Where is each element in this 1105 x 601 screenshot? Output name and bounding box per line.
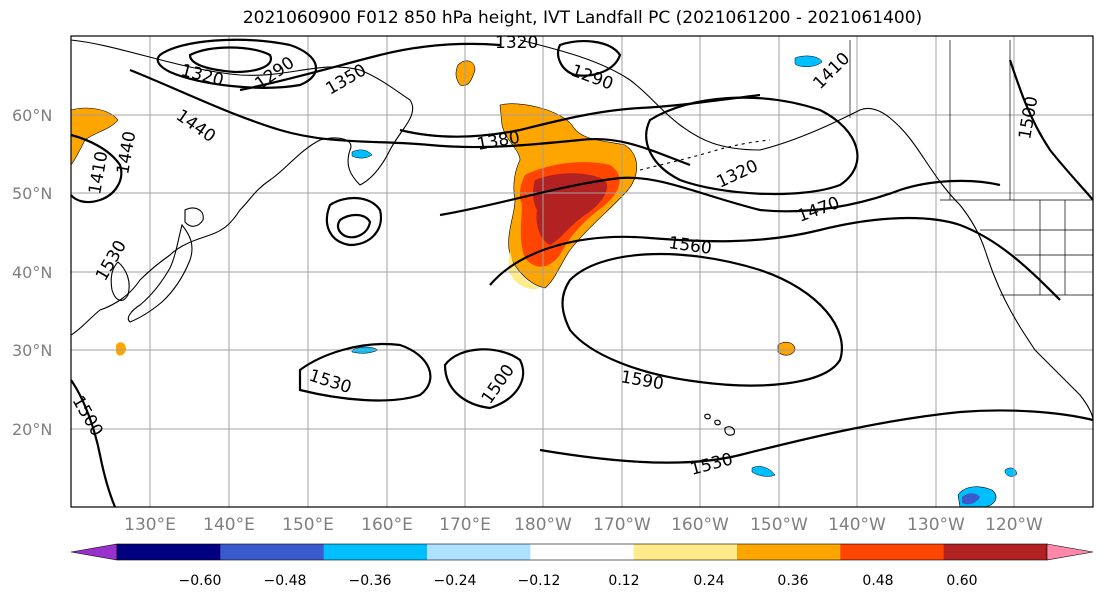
map-frame [70, 35, 1094, 508]
contour-1500-sw [443, 348, 525, 410]
lon-label: 120°W [985, 515, 1043, 535]
coast-siberia [70, 39, 414, 336]
lat-label: 30°N [12, 341, 52, 360]
coast-na-west [889, 117, 1094, 421]
contour-1470 [439, 176, 1001, 217]
ivt-neg-kamchatka [351, 149, 373, 159]
lon-label: 170°E [439, 515, 491, 535]
contour-cutoff-west-inner [336, 213, 372, 239]
colorbar: −0.60 −0.48 −0.36 −0.24 −0.12 0.12 0.24 … [70, 543, 1094, 589]
lon-label: 150°E [282, 515, 334, 535]
ivt-neg-north-east [794, 55, 823, 67]
colorbar-tick-label: −0.24 [434, 573, 477, 589]
ivt-patch-central [777, 341, 796, 356]
lat-label: 60°N [12, 106, 52, 125]
contour-1320-alaska [645, 96, 859, 196]
contour-1530-west [298, 343, 432, 402]
colorbar-segment [840, 544, 945, 560]
contour-1350 [239, 42, 501, 92]
lat-label: 50°N [12, 184, 52, 203]
contour-1410 [70, 133, 123, 204]
ivt-patch-japan [116, 342, 126, 356]
lon-label: 160°E [361, 515, 413, 535]
colorbar-tick-label: −0.48 [264, 573, 307, 589]
ivt-anomaly-yellow-edge [508, 250, 540, 290]
colorbar-ticks: −0.60 −0.48 −0.36 −0.24 −0.12 0.12 0.24 … [179, 573, 978, 589]
colorbar-tick-label: −0.36 [349, 573, 392, 589]
contour-1560 [489, 216, 1061, 301]
lon-label: 140°W [828, 515, 886, 535]
lon-label: 130°E [124, 515, 176, 535]
border-us-states [980, 200, 1093, 295]
colorbar-segment [323, 544, 428, 560]
coastlines [70, 39, 1094, 436]
coast-hokkaido [184, 207, 204, 227]
height-contours [70, 38, 1094, 508]
colorbar-segment [427, 544, 531, 560]
ivt-patch-west-pacific [70, 107, 119, 166]
coast-alaska [519, 39, 891, 151]
colorbar-tick-label: 0.48 [862, 573, 893, 589]
lon-label: 150°W [750, 515, 808, 535]
lon-label: 130°W [907, 515, 965, 535]
colorbar-tick-label: −0.12 [518, 573, 561, 589]
coast-japan [127, 223, 193, 323]
lon-label: 170°W [593, 515, 651, 535]
colorbar-tick-label: 0.12 [608, 573, 639, 589]
lon-label: 180°W [514, 515, 572, 535]
contour-label: 1320 [495, 33, 538, 53]
borders [849, 40, 1093, 296]
contour-1530-south [539, 409, 1094, 464]
contour-1590-high [561, 252, 843, 387]
longitude-labels: 130°E 140°E 150°E 160°E 170°E 180°W 170°… [124, 515, 1043, 535]
coast-hawaii [704, 413, 735, 436]
colorbar-segment [117, 544, 221, 560]
lat-label: 20°N [12, 420, 52, 439]
contour-1290-nw [188, 46, 273, 74]
colorbar-tick-label: 0.36 [777, 573, 808, 589]
border-canada-prov [949, 40, 1011, 200]
lon-label: 160°W [671, 515, 729, 535]
colorbar-tick-label: 0.60 [946, 573, 977, 589]
colorbar-segment [737, 544, 841, 560]
colorbar-segment [530, 544, 635, 560]
contour-1320-nw [156, 38, 318, 89]
contour-1440 [129, 68, 691, 167]
colorbar-tick-label: −0.60 [179, 573, 222, 589]
contour-1290-north [557, 40, 622, 77]
colorbar-min-arrow [70, 543, 118, 561]
colorbar-segments [116, 543, 1048, 561]
lat-label: 40°N [12, 263, 52, 282]
coast-aleutians [639, 139, 771, 171]
lon-label: 140°E [203, 515, 255, 535]
latitude-labels: 60°N 50°N 40°N 30°N 20°N [12, 106, 52, 439]
ivt-neg-east-small [751, 466, 776, 477]
contour-1500-west [70, 379, 117, 508]
colorbar-tick-label: 0.24 [693, 573, 724, 589]
colorbar-segment [220, 544, 325, 560]
colorbar-segment [943, 544, 1048, 560]
contour-cutoff-west [325, 197, 383, 247]
colorbar-segment [633, 544, 738, 560]
ivt-neg-southeast-core [962, 493, 980, 505]
map-title: 2021060900 F012 850 hPa height, IVT Land… [242, 8, 923, 28]
colorbar-max-arrow [1046, 543, 1094, 561]
coast-korea [110, 261, 130, 301]
contour-1500-ne [1008, 59, 1094, 201]
